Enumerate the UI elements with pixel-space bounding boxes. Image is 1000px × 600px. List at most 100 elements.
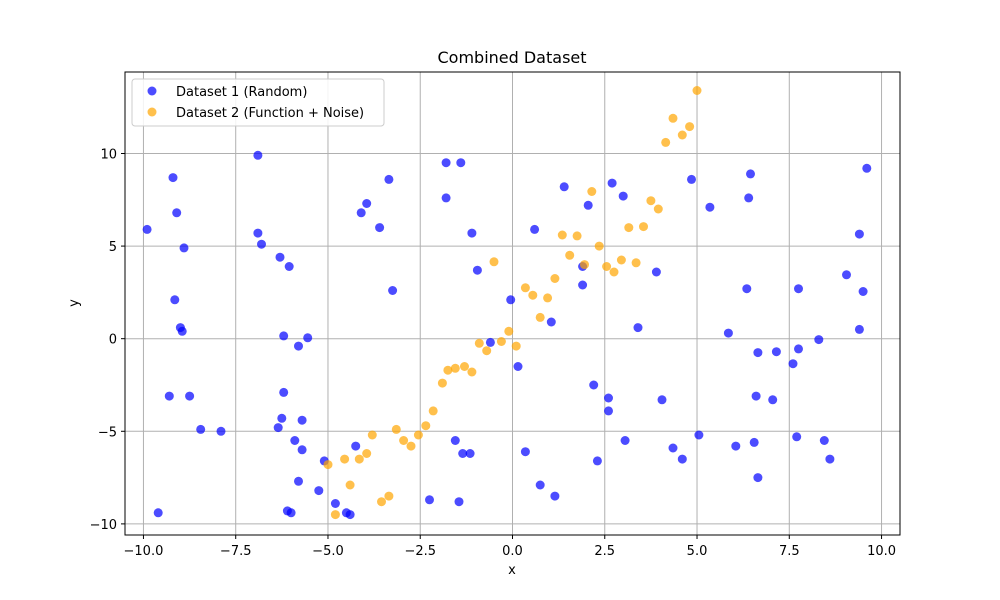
legend-marker	[147, 107, 157, 117]
dataset-2-point	[362, 449, 372, 458]
dataset-2-point	[639, 222, 648, 232]
dataset-2-point	[528, 290, 538, 300]
dataset-1-point	[294, 341, 303, 351]
y-axis-label: y	[67, 299, 82, 307]
dataset-1-point	[753, 473, 763, 483]
grid	[125, 72, 900, 535]
dataset-2-point	[391, 424, 401, 434]
dataset-2-point	[323, 460, 333, 470]
dataset-1-point	[546, 317, 556, 327]
dataset-1-point	[513, 362, 523, 371]
dataset-1-point	[753, 348, 763, 358]
dataset-1-point	[168, 173, 178, 183]
dataset-1-point	[694, 430, 704, 440]
dataset-1-point	[794, 344, 803, 354]
dataset-2-point	[535, 312, 545, 322]
dataset-1-point	[177, 326, 187, 336]
dataset-1-point	[153, 508, 163, 518]
dataset-2-point	[565, 250, 575, 260]
x-axis-label: x	[508, 563, 516, 578]
dataset-2-point	[330, 510, 340, 520]
dataset-1-point	[356, 208, 366, 218]
dataset-2-point	[354, 454, 364, 464]
dataset-1-point	[284, 262, 294, 271]
dataset-2-point	[557, 230, 567, 240]
dataset-1-point	[277, 413, 287, 423]
dataset-2-point	[692, 86, 702, 95]
x-tick-label: −7.5	[220, 544, 252, 559]
dataset-1-point	[384, 174, 394, 184]
dataset-2-point	[406, 441, 416, 451]
dataset-2-point	[450, 363, 460, 373]
dataset-1-point	[170, 295, 180, 305]
axis-ticks: −10.0 −7.5 −5.0 −2.5 0.0 2.5 5.0 7.5 10.0 −10 −5 0 5…	[90, 147, 896, 559]
dataset-2-point	[413, 430, 423, 440]
dataset-2-point	[685, 122, 695, 132]
dataset-2-point	[377, 497, 386, 507]
dataset-1-point	[467, 228, 477, 238]
dataset-1-point	[279, 387, 289, 397]
dataset-1-point	[854, 324, 864, 334]
dataset-1-point	[216, 426, 226, 436]
dataset-1-point	[330, 499, 340, 508]
dataset-2-point	[399, 436, 409, 445]
dataset-1-point	[535, 480, 545, 490]
dataset-1-point	[633, 323, 643, 333]
dataset-1-point	[185, 391, 195, 401]
dataset-2-point	[340, 454, 350, 464]
y-tick-label: −10	[90, 518, 117, 533]
dataset-2-point	[609, 267, 619, 277]
legend: Dataset 1 (Random) Dataset 2 (Function + …	[131, 78, 385, 127]
dataset-1-point	[604, 406, 613, 416]
dataset-1-point	[179, 243, 189, 253]
legend-marker	[147, 86, 157, 96]
dataset-1-point	[294, 476, 303, 486]
dataset-1-point	[450, 436, 460, 445]
dataset-1-point	[253, 150, 263, 160]
dataset-1-point	[172, 208, 182, 218]
dataset-1-point	[520, 447, 530, 457]
dataset-2-point	[367, 430, 377, 440]
dataset-1-point	[794, 284, 803, 294]
y-tick-label: 5	[109, 240, 117, 255]
dataset-2-point	[443, 365, 453, 375]
dataset-1-point	[441, 158, 451, 168]
dataset-1-point	[142, 224, 152, 234]
dataset-2-point	[504, 326, 514, 336]
dataset-1-point	[279, 331, 289, 341]
dataset-1-point	[768, 395, 778, 405]
dataset-1-point	[441, 193, 451, 203]
dataset-1-point	[825, 454, 835, 464]
dataset-1-point	[314, 486, 324, 496]
dataset-1-point	[651, 267, 661, 277]
dataset-1-point	[604, 393, 613, 403]
dataset-2-point	[482, 346, 492, 356]
dataset-1-point	[351, 441, 361, 451]
dataset-1-point	[454, 497, 464, 507]
x-tick-label: −5.0	[312, 544, 344, 559]
dataset-1-point	[273, 423, 283, 433]
x-tick-label: 2.5	[594, 544, 615, 559]
dataset-2-point	[489, 257, 499, 267]
dataset-2-point	[677, 130, 687, 140]
dataset-2-point	[384, 491, 394, 501]
dataset-2-point	[520, 283, 530, 293]
dataset-1-point	[731, 441, 741, 451]
dataset-1-point	[589, 380, 599, 390]
legend-label: Dataset 2 (Function + Noise)	[176, 106, 364, 121]
data-points	[142, 86, 872, 520]
dataset-2-point	[587, 187, 597, 196]
dataset-1-point	[687, 174, 696, 184]
dataset-2-point	[474, 338, 484, 348]
dataset-1-point	[788, 359, 798, 369]
dataset-1-point	[164, 391, 174, 401]
dataset-1-point	[620, 436, 630, 445]
dataset-1-point	[862, 163, 872, 173]
dataset-1-point	[458, 449, 468, 458]
dataset-1-point	[746, 169, 755, 179]
dataset-1-point	[819, 436, 829, 445]
dataset-2-point	[653, 204, 663, 214]
dataset-1-point	[858, 287, 868, 296]
dataset-1-point	[362, 199, 372, 208]
